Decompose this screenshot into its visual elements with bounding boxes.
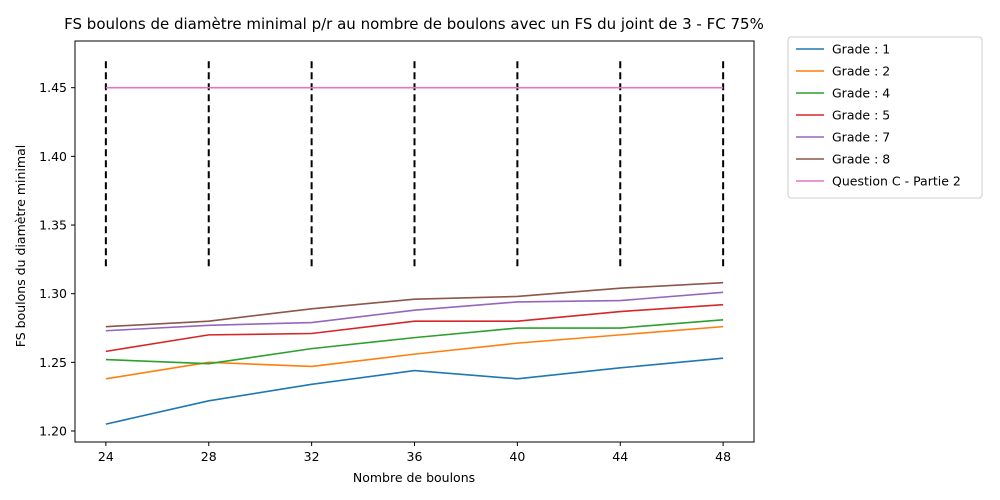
series-line-3 [105,303,724,353]
legend-label-4: Grade : 7 [832,130,890,145]
x-tick-label-1: 28 [201,449,217,464]
series-lines [105,86,724,425]
y-tick-label-0: 1.20 [39,424,67,439]
y-tick-label-1: 1.25 [39,355,67,370]
series-line-0 [105,357,724,425]
y-tick-label-4: 1.40 [39,149,67,164]
x-tick-label-4: 40 [509,449,525,464]
series-line-1 [105,325,724,380]
series-line-4 [105,291,724,332]
chart-title: FS boulons de diamètre minimal p/r au no… [64,15,764,33]
legend-label-1: Grade : 2 [832,64,890,79]
legend-label-2: Grade : 4 [832,86,890,101]
vertical-dashed-lines [104,60,725,267]
legend-label-5: Grade : 8 [832,152,890,167]
legend: Grade : 1 Grade : 2 Grade : 4 Grade : 5 Grad… [787,36,983,199]
x-tick-label-2: 32 [304,449,320,464]
series-line-2 [105,318,724,365]
y-tick-label-3: 1.35 [39,218,67,233]
legend-label-3: Grade : 5 [832,108,890,123]
y-tick-label-2: 1.30 [39,286,67,301]
series-line-5 [105,281,724,328]
legend-label-6: Question C - Partie 2 [832,174,961,189]
x-axis-ticks: 24 28 32 36 40 44 48 [98,442,731,464]
x-tick-label-3: 36 [407,449,423,464]
y-axis-label: FS boulons du diamètre minimal [13,145,28,347]
legend-box [787,36,983,199]
x-axis-label: Nombre de boulons [353,470,475,485]
y-tick-label-5: 1.45 [39,80,67,95]
legend-label-0: Grade : 1 [832,42,890,57]
x-tick-label-0: 24 [98,449,114,464]
y-axis-ticks: 1.20 1.25 1.30 1.35 1.40 1.45 [39,80,75,439]
x-tick-label-5: 44 [612,449,628,464]
x-tick-label-6: 48 [715,449,731,464]
